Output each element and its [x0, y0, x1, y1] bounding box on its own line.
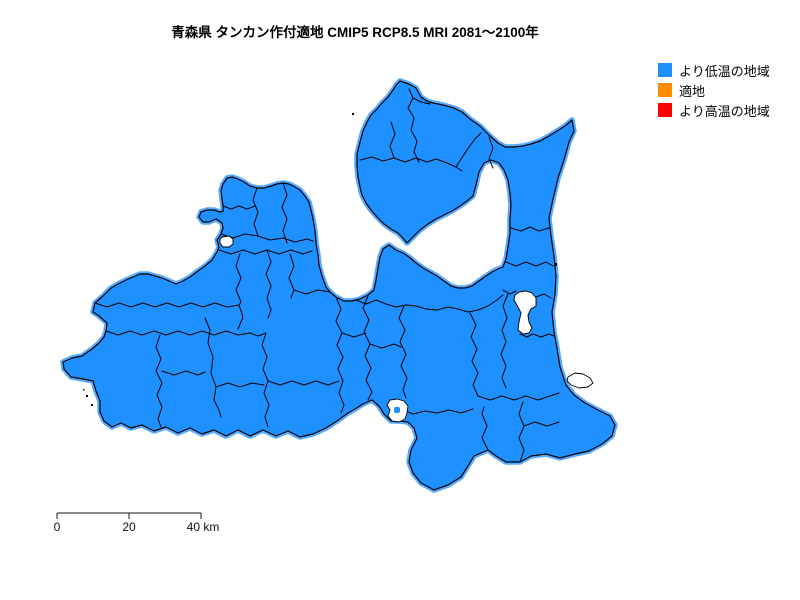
- boundary-line: [222, 205, 256, 210]
- boundary-line: [94, 302, 240, 308]
- boundary-line: [235, 253, 242, 306]
- boundary-line: [535, 293, 552, 299]
- legend-item-cooler: より低温の地域: [658, 63, 770, 79]
- islet-dot: [83, 389, 85, 391]
- legend: より低温の地域 適地 より高温の地域: [658, 63, 770, 123]
- lake-jusan: [219, 235, 234, 248]
- boundary-line: [267, 380, 340, 386]
- legend-swatch-cooler-icon: [658, 63, 672, 77]
- islet-dot: [352, 113, 354, 115]
- boundary-line: [455, 132, 482, 168]
- boundary-line: [335, 296, 345, 414]
- islet-dot: [555, 263, 557, 266]
- boundary-line: [341, 332, 367, 338]
- boundary-line: [398, 305, 408, 399]
- municipal-boundaries: [94, 88, 560, 463]
- islet-dot: [91, 404, 93, 406]
- legend-item-warmer: より高温の地域: [658, 103, 770, 119]
- legend-label-warmer: より高温の地域: [679, 103, 770, 119]
- boundary-line: [500, 293, 509, 389]
- boundary-line: [362, 295, 373, 401]
- boundary-line: [469, 312, 479, 397]
- boundary-line: [204, 317, 222, 418]
- boundary-line: [293, 289, 331, 295]
- boundary-line: [105, 330, 267, 337]
- legend-swatch-warmer-icon: [658, 103, 672, 117]
- lake-ogawara: [513, 290, 537, 335]
- boundary-line: [359, 156, 463, 172]
- boundary-line: [523, 421, 560, 427]
- boundary-line: [215, 382, 265, 388]
- boundary-line: [265, 249, 272, 319]
- boundary-line: [412, 97, 431, 105]
- boundary-line: [155, 334, 163, 428]
- boundary-line: [369, 343, 402, 349]
- boundary-line: [505, 261, 554, 267]
- boundary-line: [407, 88, 420, 163]
- page-title: 青森県 タンカン作付適地 CMIP5 RCP8.5 MRI 2081〜2100年: [171, 25, 539, 40]
- boundary-line: [288, 253, 295, 299]
- lakes: [219, 235, 594, 423]
- legend-label-cooler: より低温の地域: [679, 63, 770, 79]
- legend-label-suitable: 適地: [679, 83, 706, 99]
- legend-item-suitable: 適地: [658, 83, 770, 99]
- boundary-line: [161, 370, 206, 376]
- boundary-line: [502, 289, 517, 295]
- boundary-line: [519, 333, 555, 338]
- boundary-line: [252, 187, 259, 237]
- boundary-line: [355, 294, 504, 313]
- boundary-line: [237, 304, 244, 330]
- islet-dot: [86, 395, 88, 397]
- towada-islet: [394, 407, 400, 413]
- legend-swatch-suitable-icon: [658, 83, 672, 97]
- scalebar-label-40km: 40 km: [186, 520, 220, 534]
- scalebar-label-20: 20: [122, 520, 136, 534]
- scalebar-label-0: 0: [53, 520, 61, 534]
- boundary-line: [510, 226, 550, 232]
- boundary-line: [407, 408, 474, 415]
- boundary-line: [477, 392, 560, 401]
- boundary-line: [220, 233, 314, 243]
- boundary-line: [488, 136, 494, 169]
- coastal-lagoon: [566, 372, 594, 389]
- boundary-line: [518, 401, 525, 463]
- offshore-islets: [83, 113, 557, 406]
- boundary-line: [281, 182, 288, 244]
- prefecture-landmass: [62, 80, 616, 491]
- boundary-line: [389, 121, 396, 159]
- scalebar: [56, 512, 202, 519]
- boundary-line: [481, 406, 489, 451]
